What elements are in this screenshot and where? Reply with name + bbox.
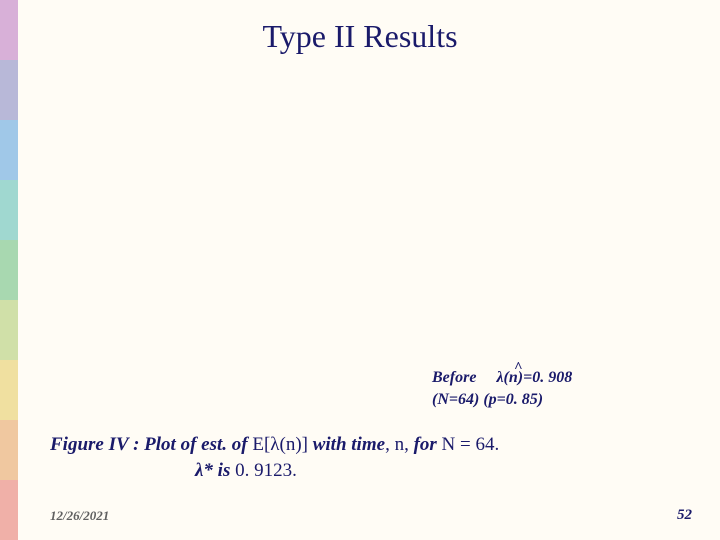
lambda-hat-symbol: ^ bbox=[514, 359, 523, 379]
stripe-segment bbox=[0, 180, 18, 240]
annotation-before-label: Before bbox=[432, 369, 476, 386]
figure-label: Figure IV bbox=[50, 434, 128, 455]
stripe-segment bbox=[0, 360, 18, 420]
caption-with-time: with time bbox=[308, 434, 385, 455]
before-annotation: ^ Before λ(n)=0. 908 (N=64) (p=0. 85) bbox=[432, 368, 572, 411]
caption-n-eq: N = 64. bbox=[442, 434, 500, 455]
stripe-segment bbox=[0, 420, 18, 480]
caption-for: for bbox=[414, 434, 442, 455]
caption-plot-text: : Plot of est. of bbox=[128, 434, 252, 455]
stripe-segment bbox=[0, 300, 18, 360]
footer-date: 12/26/2021 bbox=[50, 508, 109, 524]
caption-lambda-star-value: 0. 9123. bbox=[235, 460, 297, 481]
caption-lambda-star: λ* is bbox=[195, 460, 235, 481]
annotation-params: (N=64) (p=0. 85) bbox=[432, 390, 572, 411]
slide-title: Type II Results bbox=[0, 18, 720, 55]
caption-expectation-expr: E[λ(n)] bbox=[252, 434, 308, 455]
figure-caption: Figure IV : Plot of est. of E[λ(n)] with… bbox=[50, 432, 680, 483]
stripe-segment bbox=[0, 120, 18, 180]
footer-page-number: 52 bbox=[677, 507, 692, 524]
stripe-segment bbox=[0, 480, 18, 540]
caption-n-var: , n, bbox=[385, 434, 414, 455]
annotation-lambda-value: λ(n)=0. 908 bbox=[496, 369, 572, 386]
stripe-segment bbox=[0, 240, 18, 300]
stripe-segment bbox=[0, 60, 18, 120]
